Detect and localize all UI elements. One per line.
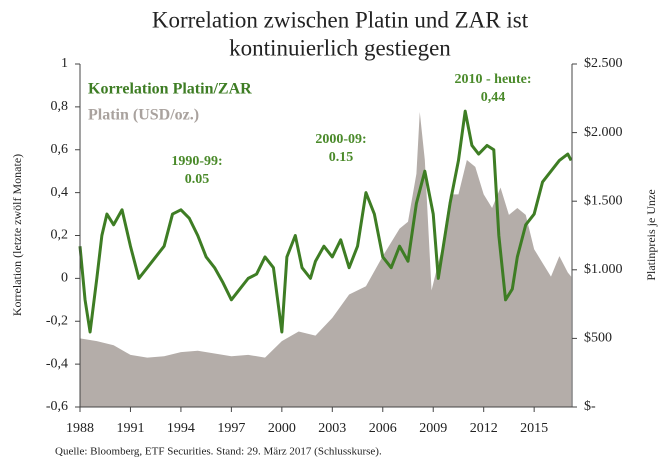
source-note: Quelle: Bloomberg, ETF Securities. Stand… [55, 446, 382, 458]
annotation: 1990-99: [171, 154, 222, 169]
annotation: 0.05 [185, 172, 210, 187]
y-tick-label: -0,2 [46, 313, 68, 328]
y-axis-label: Korrelation (letzte zwölf Monate) [10, 154, 24, 316]
y2-tick-label: $2.000 [584, 125, 623, 140]
x-tick-label: 2015 [520, 421, 548, 436]
x-tick-label: 2003 [318, 421, 346, 436]
x-tick-label: 2006 [369, 421, 397, 436]
y-tick-label: -0,6 [46, 399, 68, 414]
y-tick-label: 0,6 [51, 142, 69, 157]
y-tick-label: 0,2 [51, 228, 69, 243]
annotation: 0.15 [329, 150, 354, 165]
chart-title: kontinuierlich gestiegen [229, 35, 451, 60]
y2-tick-label: $1.000 [584, 262, 623, 277]
chart-title: Korrelation zwischen Platin und ZAR ist [152, 7, 529, 32]
legend-entry: Platin (USD/oz.) [88, 107, 199, 124]
x-tick-label: 2000 [268, 421, 296, 436]
y2-tick-label: $- [584, 399, 596, 414]
x-tick-label: 2009 [419, 421, 447, 436]
y2-tick-label: $1.500 [584, 193, 623, 208]
x-tick-label: 2012 [470, 421, 498, 436]
x-tick-label: 1991 [116, 421, 144, 436]
annotation: 2010 - heute: [455, 72, 532, 87]
y-tick-label: 0 [61, 271, 68, 286]
x-tick-label: 1994 [167, 421, 195, 436]
platinum-area [80, 112, 572, 408]
correlation-line [78, 109, 573, 334]
y-tick-label: 0,8 [51, 99, 69, 114]
annotation: 2000-09: [315, 132, 366, 147]
y2-tick-label: $2.500 [584, 56, 623, 71]
y-tick-label: 0,4 [51, 185, 69, 200]
legend-entry: Korrelation Platin/ZAR [88, 81, 252, 98]
y-tick-label: 1 [61, 56, 68, 71]
x-tick-label: 1988 [66, 421, 94, 436]
annotation: 0,44 [481, 90, 506, 105]
y2-axis-label: Platinpreis je Unze [644, 189, 658, 280]
y-tick-label: -0,4 [46, 356, 68, 371]
y2-tick-label: $500 [584, 331, 612, 346]
x-tick-label: 1997 [217, 421, 245, 436]
